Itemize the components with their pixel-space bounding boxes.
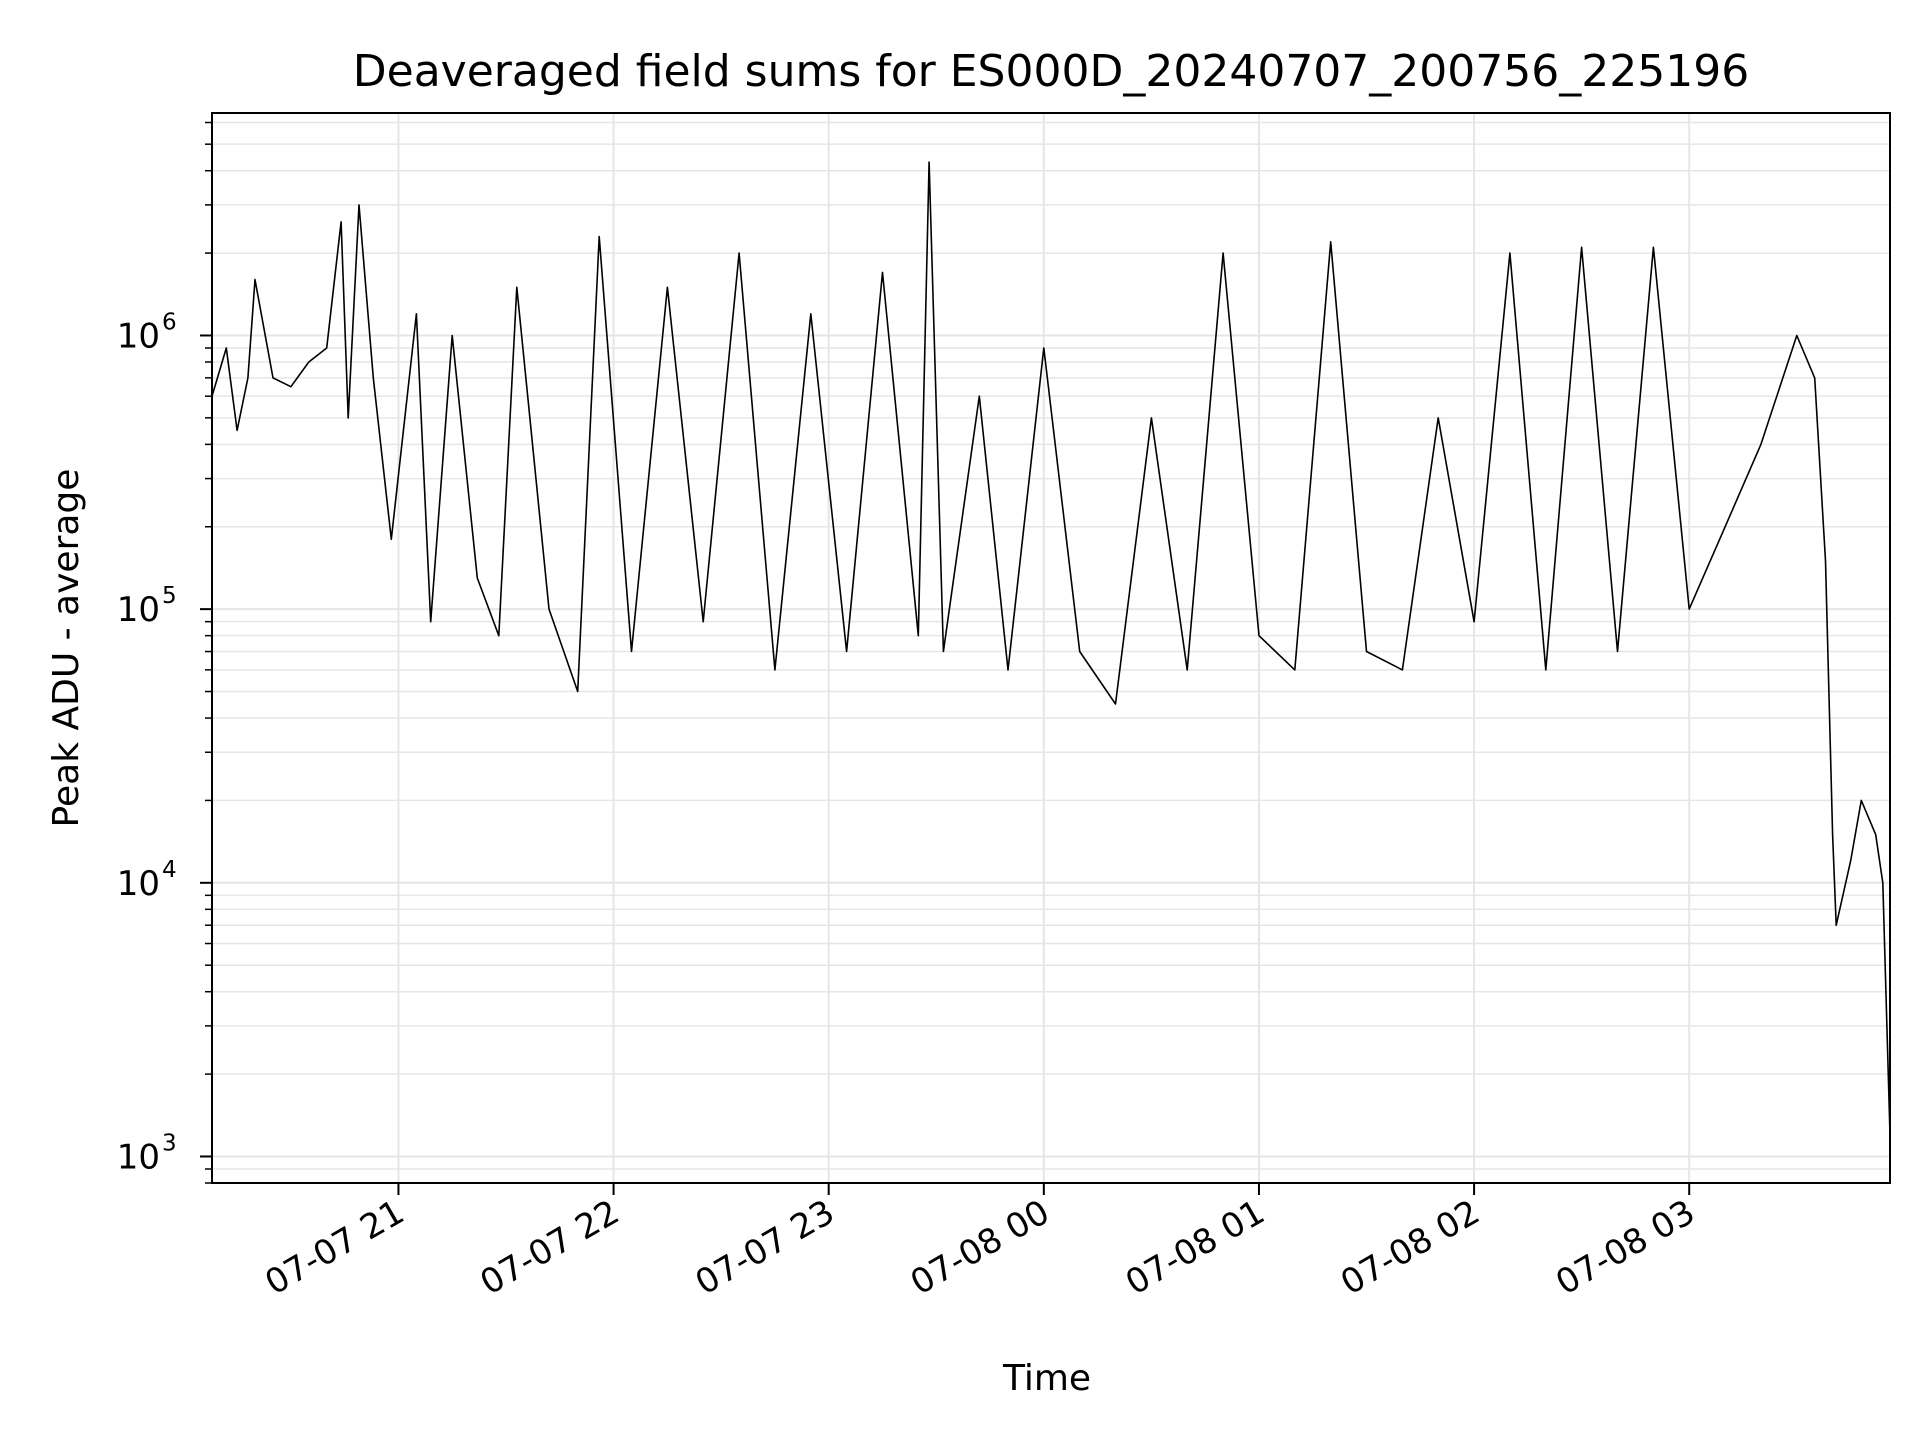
plot-background (212, 113, 1890, 1183)
y-tick-exponent: 3 (162, 1130, 177, 1156)
chart-title: Deaveraged field sums for ES000D_2024070… (353, 46, 1749, 97)
y-axis-label: Peak ADU - average (46, 469, 87, 828)
y-tick-label: 10 (117, 590, 160, 630)
grid (212, 113, 1890, 1184)
series-line (211, 161, 1891, 1135)
y-tick-exponent: 6 (162, 309, 177, 335)
x-axis-label: Time (1002, 1358, 1091, 1399)
series (211, 161, 1891, 1135)
plot-frame (211, 112, 1891, 1184)
y-tick-label: 10 (117, 864, 160, 904)
y-tick-label: 10 (117, 316, 160, 356)
y-tick-label: 10 (117, 1137, 160, 1177)
y-tick-exponent: 5 (162, 583, 177, 609)
y-tick-exponent: 4 (162, 857, 177, 883)
